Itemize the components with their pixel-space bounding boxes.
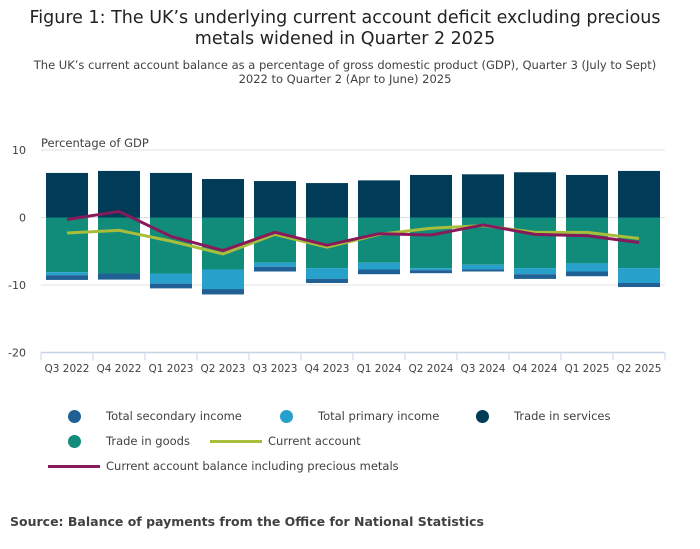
y-tick-label: 10 [12, 144, 26, 157]
line-current-account-balance-including-precious-metals [66, 209, 640, 253]
legend-swatch-icon [68, 409, 81, 423]
bar-trade-in-services [98, 170, 140, 218]
bar-total-secondary-income [462, 269, 504, 272]
y-tick-label: -10 [8, 279, 26, 292]
chart-plot: 10 0 -10 -20 Q3 2022 Q4 2022 Q1 2023 Q2 2023 Q3 … [8, 144, 666, 375]
bar-trade-in-goods [410, 217, 452, 269]
x-tick-label: Q4 2024 [512, 363, 557, 375]
x-tick-label: Q3 2024 [460, 363, 505, 375]
x-tick-label: Q2 2023 [200, 363, 245, 375]
legend-item[interactable]: Current account [210, 434, 361, 448]
bar-total-primary-income [202, 269, 244, 290]
bar-trade-in-services [462, 174, 504, 218]
bar-trade-in-services [358, 180, 400, 218]
x-tick-label: Q2 2025 [616, 363, 661, 375]
bar-trade-in-goods [46, 217, 88, 273]
bar-total-primary-income [150, 273, 192, 284]
legend-item[interactable]: Trade in goods [68, 434, 190, 448]
bar-total-secondary-income [618, 282, 660, 288]
y-tick-label: 0 [19, 212, 26, 225]
bar-total-secondary-income [202, 289, 244, 295]
bar-total-primary-income [410, 268, 452, 271]
bar-trade-in-services [150, 172, 192, 218]
x-tick-label: Q4 2022 [96, 363, 141, 375]
bar-total-primary-income [618, 268, 660, 283]
y-tick-label: -20 [8, 347, 26, 360]
chart-subtitle: The UK’s current account balance as a pe… [33, 58, 657, 86]
x-tick-label: Q4 2023 [304, 363, 349, 375]
x-tick-label: Q1 2025 [564, 363, 609, 375]
legend-line-icon [210, 439, 262, 443]
legend-label: Total primary income [318, 409, 440, 423]
bar-total-primary-income [462, 264, 504, 270]
bar-trade-in-goods [566, 217, 608, 264]
bar-total-secondary-income [358, 269, 400, 275]
legend-swatch-icon [280, 409, 293, 423]
bar-total-secondary-income [46, 275, 88, 280]
source-note: Source: Balance of payments from the Off… [10, 514, 484, 529]
legend-item[interactable]: Total primary income [280, 409, 439, 423]
bar-trade-in-services [618, 170, 660, 218]
legend-label: Total secondary income [106, 409, 242, 423]
bar-trade-in-services [410, 174, 452, 218]
bar-total-primary-income [566, 263, 608, 272]
legend-label: Trade in goods [106, 434, 190, 448]
x-tick-label: Q3 2023 [252, 363, 297, 375]
bar-trade-in-services [566, 174, 608, 218]
x-tick-label: Q3 2022 [44, 363, 89, 375]
bar-trade-in-goods [618, 217, 660, 269]
legend-label: Current account [268, 434, 361, 448]
bar-total-primary-income [358, 262, 400, 270]
y-axis-label: Percentage of GDP [41, 136, 149, 150]
bar-trade-in-goods [358, 217, 400, 263]
bar-total-primary-income [46, 272, 88, 276]
bar-total-secondary-income [306, 278, 348, 283]
bar-trade-in-services [202, 179, 244, 218]
bar-trade-in-goods [98, 217, 140, 274]
bar-total-secondary-income [150, 283, 192, 289]
bar-total-secondary-income [410, 270, 452, 274]
bar-trade-in-goods [514, 217, 556, 269]
legend-item[interactable]: Trade in services [476, 409, 610, 423]
x-tick-label: Q2 2024 [408, 363, 453, 375]
legend-line-icon [48, 464, 100, 468]
x-tick-label: Q1 2023 [148, 363, 193, 375]
legend-label: Trade in services [514, 409, 611, 423]
legend-item[interactable]: Total secondary income [68, 409, 242, 423]
legend-label: Current account balance including precio… [106, 459, 399, 473]
legend-swatch-icon [68, 434, 81, 448]
bar-trade-in-goods [202, 217, 244, 270]
bar-trade-in-services [306, 183, 348, 218]
bar-trade-in-services [254, 181, 296, 218]
bar-trade-in-services [514, 172, 556, 218]
legend-item[interactable]: Current account balance including precio… [48, 459, 399, 473]
chart-title: Figure 1: The UK’s underlying current ac… [29, 8, 661, 49]
x-tick-label: Q1 2024 [356, 363, 401, 375]
bar-total-secondary-income [514, 274, 556, 279]
bar-total-secondary-income [98, 273, 140, 280]
bar-total-primary-income [514, 268, 556, 275]
bar-total-primary-income [254, 262, 296, 267]
bar-total-primary-income [306, 268, 348, 279]
bar-total-secondary-income [254, 266, 296, 272]
bar-trade-in-services [46, 172, 88, 218]
legend-swatch-icon [476, 409, 489, 423]
bar-total-secondary-income [566, 271, 608, 277]
